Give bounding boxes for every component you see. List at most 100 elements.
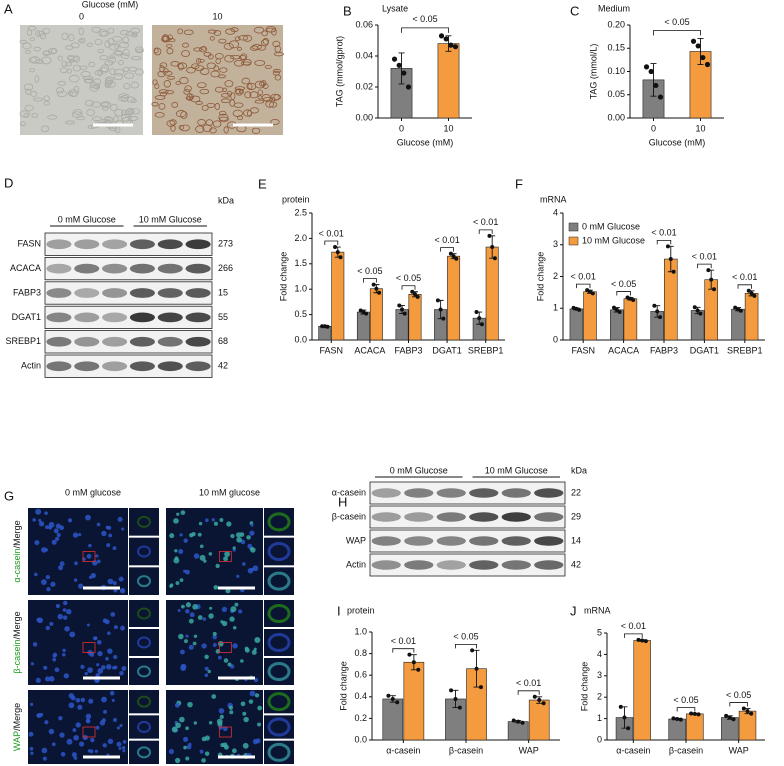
nucleus — [29, 746, 34, 751]
bar — [408, 293, 422, 341]
bar — [738, 710, 757, 741]
inset-cell — [267, 542, 291, 561]
cell — [163, 80, 171, 88]
cell — [105, 116, 111, 122]
bar — [744, 293, 759, 341]
nucleus — [188, 644, 194, 650]
significance-label: < 0.05 — [453, 632, 478, 642]
nucleus — [240, 659, 244, 663]
blot-band — [102, 361, 128, 372]
nucleus — [222, 726, 228, 732]
nucleus — [94, 749, 98, 753]
cell — [159, 62, 168, 69]
cell — [153, 47, 162, 56]
nucleus — [59, 561, 65, 567]
cell — [183, 88, 191, 95]
bar — [318, 325, 332, 341]
nucleus — [45, 676, 51, 682]
cell — [130, 98, 137, 103]
nucleus — [230, 533, 235, 539]
y-tick-label: 0.02 — [355, 81, 373, 91]
blot-band — [371, 560, 401, 570]
x-tick-label: FABP3 — [394, 345, 422, 355]
inset-cell — [267, 604, 291, 623]
panel-letter: H — [338, 494, 347, 509]
blot-band — [46, 361, 72, 372]
blot-band — [534, 536, 564, 546]
nucleus — [201, 736, 207, 742]
cell — [109, 44, 119, 51]
significance-bracket — [517, 690, 540, 695]
cell — [161, 34, 170, 42]
data-point — [364, 311, 369, 316]
significance-label: < 0.01 — [319, 228, 344, 238]
blot-band — [46, 263, 72, 274]
cell — [177, 28, 184, 35]
column-header: 10 mM glucose — [199, 487, 260, 497]
nucleus — [183, 745, 187, 750]
cell — [115, 49, 123, 57]
nucleus — [173, 518, 179, 524]
panel-letter: F — [515, 176, 523, 191]
cell — [199, 88, 210, 95]
kda-label: 29 — [571, 511, 581, 521]
bar — [485, 246, 499, 341]
inset-cell — [267, 662, 291, 681]
significance-label: < 0.01 — [732, 272, 757, 282]
data-point — [416, 667, 421, 672]
data-point — [640, 638, 645, 643]
nucleus — [80, 664, 85, 670]
cell — [29, 37, 36, 42]
nucleus — [185, 602, 191, 608]
significance-bracket — [478, 229, 493, 234]
bar — [356, 311, 370, 341]
data-point — [395, 700, 400, 705]
data-point — [631, 297, 636, 302]
y-axis-label: TAG (mmol/L) — [588, 44, 598, 100]
nucleus — [44, 720, 49, 725]
data-point — [452, 44, 459, 50]
blot-band — [404, 560, 434, 570]
cell — [234, 88, 242, 95]
nucleus — [232, 546, 236, 550]
nucleus — [192, 604, 198, 610]
data-point — [451, 254, 456, 259]
cell — [104, 40, 110, 48]
nucleus — [57, 613, 63, 620]
nucleus — [185, 726, 189, 731]
blot-strip — [44, 330, 213, 354]
blot-band — [74, 312, 100, 323]
significance-bracket — [455, 643, 477, 649]
data-point — [752, 293, 757, 298]
row-suffix: /Merge — [12, 611, 22, 639]
nucleus — [46, 587, 51, 592]
nucleus — [224, 551, 231, 557]
y-axis-label: Fold change — [278, 252, 288, 302]
data-point — [695, 308, 700, 313]
nucleus — [112, 581, 117, 586]
cell — [243, 34, 253, 42]
kda-label: 266 — [218, 263, 233, 273]
data-point — [402, 311, 407, 316]
nucleus — [85, 514, 91, 521]
panel-letter: B — [343, 3, 352, 18]
blot-band — [185, 361, 211, 372]
blot-band — [436, 536, 466, 546]
blot-strip — [44, 354, 213, 378]
nucleus — [174, 702, 180, 708]
cell — [111, 35, 123, 42]
nucleus — [119, 671, 124, 676]
cell — [234, 36, 241, 41]
data-point — [692, 711, 697, 716]
cell — [37, 30, 45, 37]
significance-bracket — [401, 27, 449, 33]
chart-subtitle: mRNA — [584, 605, 611, 615]
data-point — [492, 256, 497, 261]
chart-subtitle: protein — [347, 605, 375, 615]
inset-cell — [137, 695, 151, 708]
nucleus — [102, 743, 107, 748]
nucleus — [232, 643, 238, 649]
cell — [214, 86, 224, 93]
cell — [130, 56, 142, 61]
bar — [623, 298, 638, 341]
